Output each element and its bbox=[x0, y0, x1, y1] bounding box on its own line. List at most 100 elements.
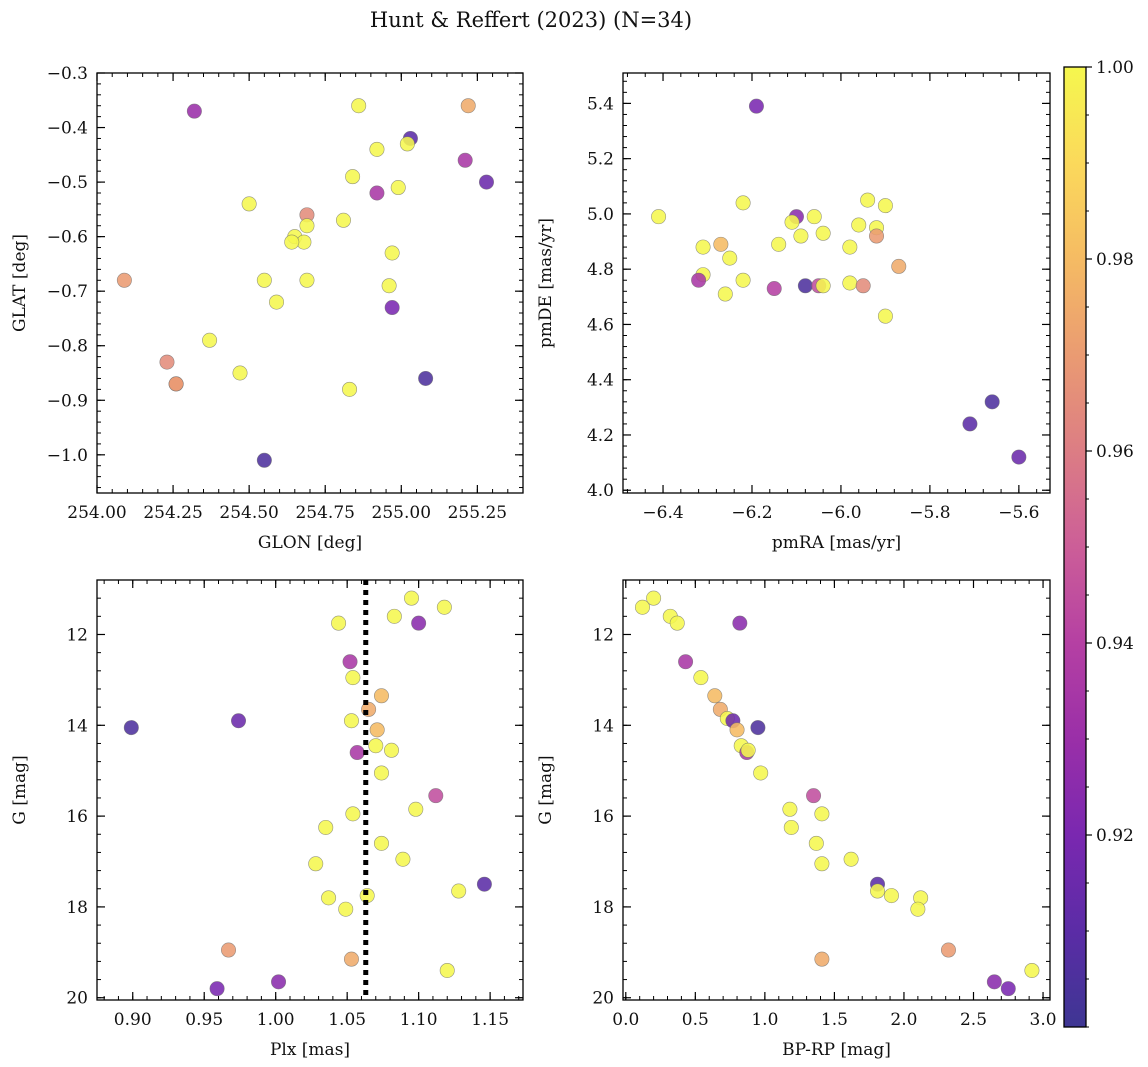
data-point[interactable] bbox=[411, 615, 427, 631]
data-point[interactable] bbox=[221, 942, 237, 958]
data-point[interactable] bbox=[740, 742, 756, 758]
data-point[interactable] bbox=[342, 654, 358, 670]
data-point[interactable] bbox=[418, 370, 434, 386]
data-point[interactable] bbox=[910, 901, 926, 917]
data-point[interactable] bbox=[395, 851, 411, 867]
data-point[interactable] bbox=[782, 801, 798, 817]
data-point[interactable] bbox=[321, 890, 337, 906]
data-point[interactable] bbox=[457, 152, 473, 168]
data-point[interactable] bbox=[869, 228, 885, 244]
data-point[interactable] bbox=[271, 974, 287, 990]
data-point[interactable] bbox=[806, 209, 822, 225]
data-point[interactable] bbox=[436, 599, 452, 615]
data-point[interactable] bbox=[384, 300, 400, 316]
data-point[interactable] bbox=[331, 615, 347, 631]
data-point[interactable] bbox=[678, 654, 694, 670]
data-point[interactable] bbox=[855, 278, 871, 294]
data-point[interactable] bbox=[732, 615, 748, 631]
data-point[interactable] bbox=[202, 332, 218, 348]
data-point[interactable] bbox=[351, 98, 367, 114]
data-point[interactable] bbox=[256, 272, 272, 288]
data-point[interactable] bbox=[729, 722, 745, 738]
data-point[interactable] bbox=[693, 670, 709, 686]
data-point[interactable] bbox=[232, 365, 248, 381]
data-point[interactable] bbox=[478, 174, 494, 190]
data-point[interactable] bbox=[308, 856, 324, 872]
data-point[interactable] bbox=[269, 294, 285, 310]
data-point[interactable] bbox=[345, 806, 361, 822]
data-point[interactable] bbox=[383, 742, 399, 758]
data-point[interactable] bbox=[766, 281, 782, 297]
data-point[interactable] bbox=[373, 765, 389, 781]
data-point[interactable] bbox=[986, 974, 1002, 990]
data-point[interactable] bbox=[793, 228, 809, 244]
data-point[interactable] bbox=[877, 308, 893, 324]
data-point[interactable] bbox=[343, 713, 359, 729]
data-point[interactable] bbox=[373, 835, 389, 851]
data-point[interactable] bbox=[877, 198, 893, 214]
data-point[interactable] bbox=[476, 876, 492, 892]
data-point[interactable] bbox=[318, 819, 334, 835]
data-point[interactable] bbox=[403, 590, 419, 606]
data-point[interactable] bbox=[634, 599, 650, 615]
data-point[interactable] bbox=[646, 590, 662, 606]
data-point[interactable] bbox=[369, 141, 385, 157]
data-point[interactable] bbox=[814, 806, 830, 822]
data-point[interactable] bbox=[815, 278, 831, 294]
data-point[interactable] bbox=[342, 381, 358, 397]
data-point[interactable] bbox=[870, 883, 886, 899]
data-point[interactable] bbox=[842, 239, 858, 255]
data-point[interactable] bbox=[408, 801, 424, 817]
data-point[interactable] bbox=[399, 136, 415, 152]
data-point[interactable] bbox=[651, 209, 667, 225]
data-point[interactable] bbox=[748, 98, 764, 114]
data-point[interactable] bbox=[815, 225, 831, 241]
data-point[interactable] bbox=[771, 236, 787, 252]
data-point[interactable] bbox=[299, 272, 315, 288]
data-point[interactable] bbox=[842, 275, 858, 291]
data-point[interactable] bbox=[717, 286, 733, 302]
data-point[interactable] bbox=[209, 981, 225, 997]
data-point[interactable] bbox=[691, 272, 707, 288]
data-point[interactable] bbox=[814, 856, 830, 872]
data-point[interactable] bbox=[373, 688, 389, 704]
data-point[interactable] bbox=[451, 883, 467, 899]
data-point[interactable] bbox=[369, 722, 385, 738]
data-point[interactable] bbox=[256, 452, 272, 468]
data-point[interactable] bbox=[186, 103, 202, 119]
data-point[interactable] bbox=[797, 278, 813, 294]
data-point[interactable] bbox=[231, 713, 247, 729]
data-point[interactable] bbox=[735, 272, 751, 288]
data-point[interactable] bbox=[384, 245, 400, 261]
data-point[interactable] bbox=[460, 98, 476, 114]
data-point[interactable] bbox=[722, 250, 738, 266]
data-point[interactable] bbox=[695, 239, 711, 255]
data-point[interactable] bbox=[860, 192, 876, 208]
data-point[interactable] bbox=[439, 962, 455, 978]
data-point[interactable] bbox=[851, 217, 867, 233]
data-point[interactable] bbox=[713, 236, 729, 252]
data-point[interactable] bbox=[669, 615, 685, 631]
data-point[interactable] bbox=[381, 278, 397, 294]
data-point[interactable] bbox=[1024, 962, 1040, 978]
data-point[interactable] bbox=[940, 942, 956, 958]
data-point[interactable] bbox=[345, 670, 361, 686]
data-point[interactable] bbox=[116, 272, 132, 288]
data-point[interactable] bbox=[784, 214, 800, 230]
data-point[interactable] bbox=[753, 765, 769, 781]
data-point[interactable] bbox=[814, 951, 830, 967]
data-point[interactable] bbox=[806, 788, 822, 804]
data-point[interactable] bbox=[843, 851, 859, 867]
data-point[interactable] bbox=[808, 835, 824, 851]
data-point[interactable] bbox=[1011, 449, 1027, 465]
data-point[interactable] bbox=[1000, 981, 1016, 997]
data-point[interactable] bbox=[123, 720, 139, 736]
data-point[interactable] bbox=[984, 394, 1000, 410]
data-point[interactable] bbox=[883, 888, 899, 904]
data-point[interactable] bbox=[891, 258, 907, 274]
data-point[interactable] bbox=[390, 180, 406, 196]
data-point[interactable] bbox=[783, 819, 799, 835]
data-point[interactable] bbox=[707, 688, 723, 704]
data-point[interactable] bbox=[168, 376, 184, 392]
data-point[interactable] bbox=[338, 901, 354, 917]
